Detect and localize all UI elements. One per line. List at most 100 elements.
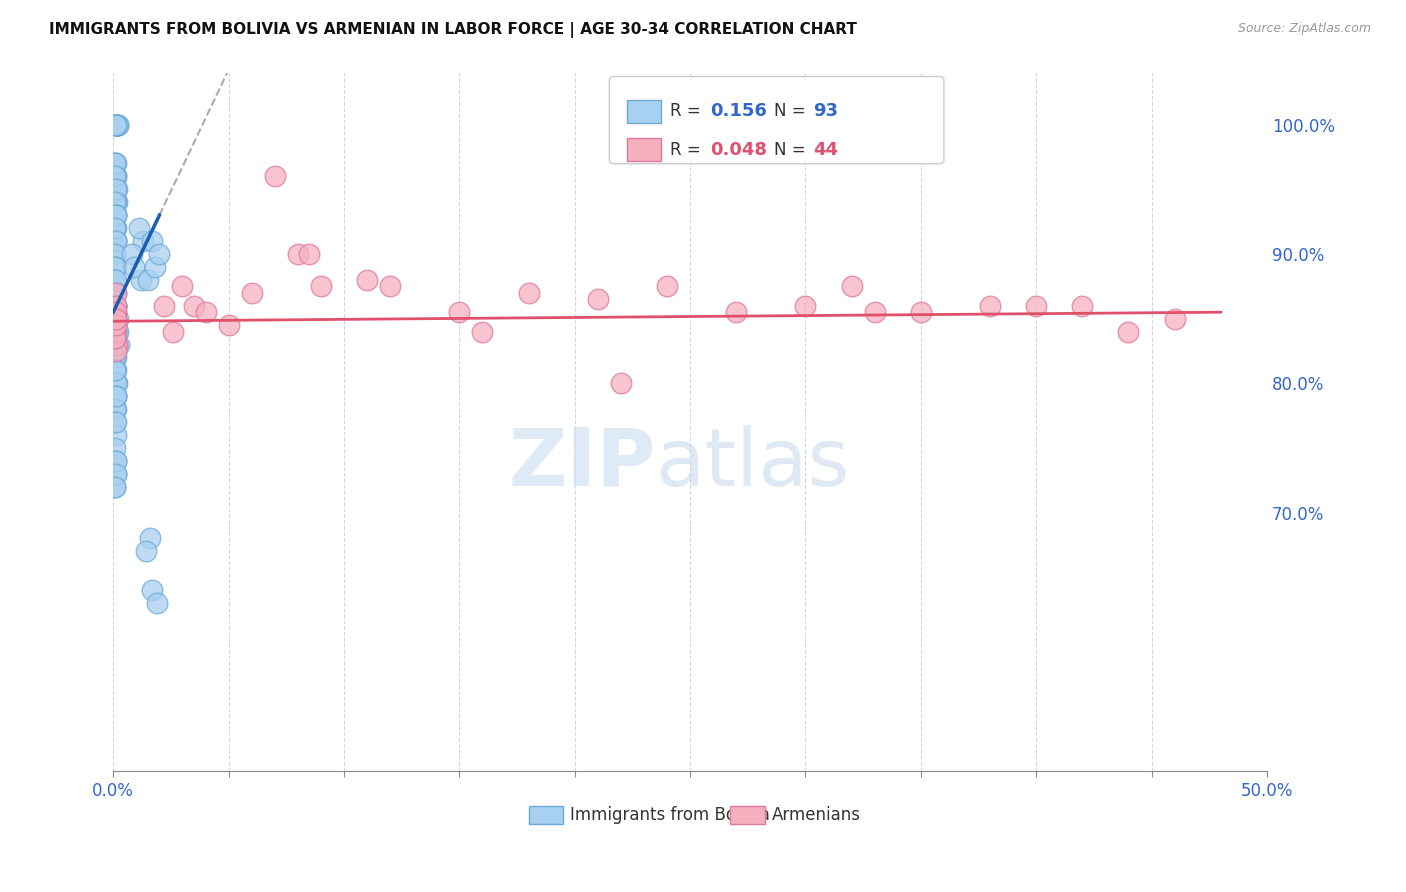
Text: Source: ZipAtlas.com: Source: ZipAtlas.com [1237,22,1371,36]
Point [104,182,127,196]
Point [104,221,127,235]
Bar [627,100,661,122]
Point [104,441,127,455]
Point [104,325,127,339]
Point [104,299,127,313]
Point [104,428,127,442]
Point [107,311,129,326]
Point [105,169,128,184]
Point [104,351,127,365]
Point [104,299,127,313]
Point [105,299,128,313]
Point [105,318,128,332]
Point [143,260,166,274]
Point [1118,325,1140,339]
Point [104,156,127,170]
Point [146,596,169,610]
Point [104,376,127,391]
Point [104,221,127,235]
Point [104,454,127,468]
Point [104,454,127,468]
Point [104,389,127,403]
Point [104,182,127,196]
Point [356,273,378,287]
Point [136,273,159,287]
Point [105,325,128,339]
Bar [627,138,661,161]
Point [655,279,678,293]
Text: atlas: atlas [655,425,849,503]
Point [104,285,127,300]
Point [105,325,128,339]
Point [287,247,309,261]
Point [104,311,127,326]
Point [240,285,263,300]
Point [105,305,128,319]
Point [1163,311,1185,326]
Text: N =: N = [775,103,811,120]
Point [104,351,127,365]
Point [104,169,127,184]
Point [105,337,128,351]
Point [725,305,748,319]
Point [129,273,152,287]
Point [104,118,127,132]
Point [105,208,128,222]
Point [104,273,127,287]
Point [863,305,886,319]
Point [378,279,401,293]
Point [183,299,205,313]
Point [107,337,129,351]
Point [105,467,128,481]
Point [162,325,184,339]
Point [104,415,127,429]
Text: Immigrants from Bolivia: Immigrants from Bolivia [569,806,770,824]
Point [121,247,143,261]
Text: 0.048: 0.048 [710,141,766,159]
Point [108,337,131,351]
Point [107,325,129,339]
Point [104,331,127,345]
Point [104,311,127,326]
Point [103,273,125,287]
Text: 0.156: 0.156 [710,103,766,120]
Text: N =: N = [775,141,811,159]
Point [105,318,128,332]
Point [104,234,127,248]
Point [449,305,471,319]
Point [104,363,127,377]
Text: 44: 44 [814,141,838,159]
Point [153,299,176,313]
Point [105,182,128,196]
Point [105,311,128,326]
Point [610,376,633,391]
Point [104,118,127,132]
Point [104,169,127,184]
Point [104,247,127,261]
Point [104,156,127,170]
Text: R =: R = [671,103,706,120]
Point [309,279,332,293]
Point [104,343,127,358]
Point [104,208,127,222]
Point [104,389,127,403]
Point [104,260,127,274]
Point [104,402,127,417]
Point [104,351,127,365]
Point [105,389,128,403]
Point [105,182,128,196]
Text: 93: 93 [814,103,838,120]
Point [104,118,127,132]
Point [105,195,128,210]
Point [128,221,150,235]
Point [139,532,162,546]
Point [194,305,217,319]
Point [148,247,170,261]
Point [105,337,128,351]
Point [105,285,128,300]
Point [1071,299,1094,313]
Point [104,337,127,351]
Point [104,305,127,319]
Point [107,118,129,132]
Point [104,247,127,261]
